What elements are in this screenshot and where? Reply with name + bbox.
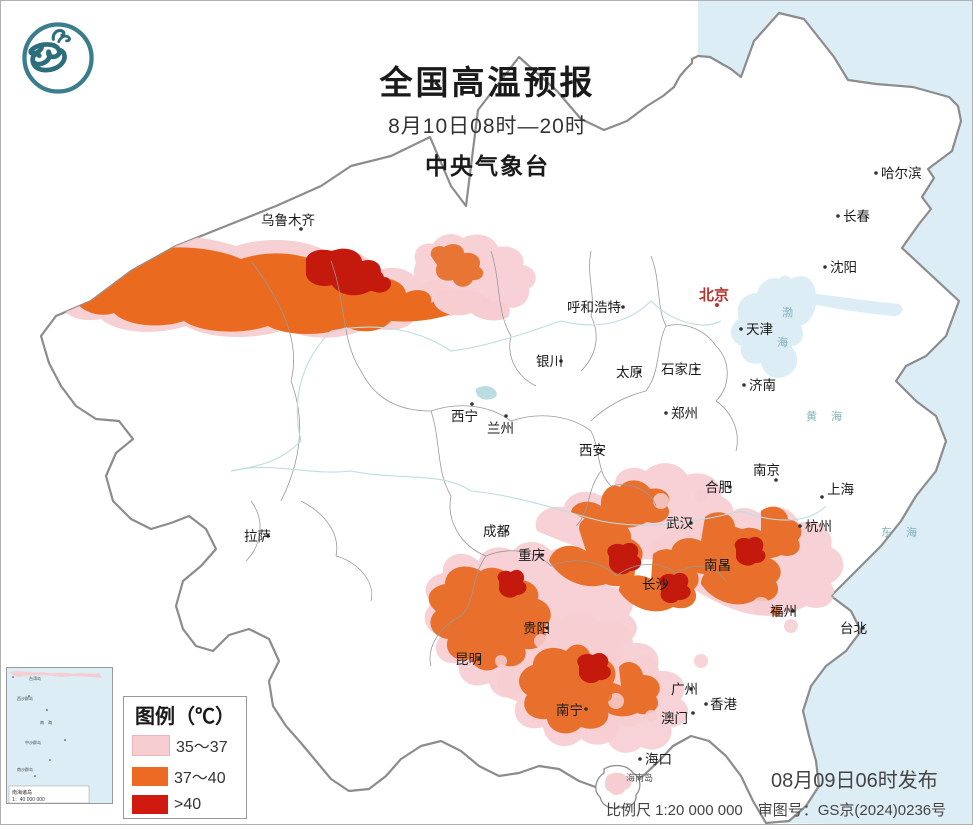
svg-text:重庆: 重庆	[518, 548, 545, 563]
svg-text:北京: 北京	[699, 286, 729, 304]
svg-text:银川: 银川	[536, 354, 563, 369]
svg-text:台北: 台北	[840, 621, 868, 636]
svg-text:1：40 000 000: 1：40 000 000	[12, 797, 45, 803]
svg-text:东海: 东海	[881, 525, 931, 539]
svg-text:乌鲁木齐: 乌鲁木齐	[261, 213, 315, 228]
svg-text:杭州: 杭州	[805, 519, 832, 534]
svg-text:海口: 海口	[645, 752, 672, 767]
svg-text:合肥: 合肥	[705, 480, 732, 495]
svg-text:南海诸岛: 南海诸岛	[12, 789, 32, 796]
svg-text:澳门: 澳门	[661, 711, 688, 726]
svg-text:昆明: 昆明	[455, 652, 482, 667]
svg-text:沈阳: 沈阳	[830, 260, 857, 275]
svg-text:中沙群岛: 中沙群岛	[25, 739, 41, 745]
svg-text:西宁: 西宁	[451, 408, 478, 424]
svg-text:太原: 太原	[616, 365, 643, 380]
svg-text:西安: 西安	[579, 443, 606, 458]
svg-text:长春: 长春	[843, 209, 871, 224]
svg-text:呼和浩特: 呼和浩特	[567, 300, 621, 315]
svg-text:贵阳: 贵阳	[523, 621, 550, 636]
svg-text:渤: 渤	[782, 306, 793, 319]
svg-text:黄海: 黄海	[806, 409, 856, 423]
svg-text:石家庄: 石家庄	[661, 361, 702, 377]
svg-text:台湾岛: 台湾岛	[29, 675, 41, 681]
svg-text:海南岛: 海南岛	[626, 772, 653, 783]
svg-text:长沙: 长沙	[642, 577, 669, 592]
svg-text:武汉: 武汉	[666, 516, 694, 531]
svg-text:南昌: 南昌	[704, 558, 731, 573]
svg-text:广州: 广州	[671, 682, 698, 697]
svg-text:香港: 香港	[710, 697, 738, 712]
svg-text:南京: 南京	[753, 463, 780, 478]
svg-text:郑州: 郑州	[671, 406, 698, 421]
svg-text:福州: 福州	[770, 604, 797, 619]
svg-text:天津: 天津	[746, 322, 773, 337]
svg-text:上海: 上海	[827, 482, 854, 497]
svg-text:南沙群岛: 南沙群岛	[17, 766, 33, 772]
svg-text:济南: 济南	[749, 378, 776, 393]
svg-text:海: 海	[777, 335, 788, 349]
svg-text:西沙群岛: 西沙群岛	[17, 695, 33, 701]
svg-text:南 海: 南 海	[40, 719, 52, 725]
svg-text:拉萨: 拉萨	[244, 529, 271, 544]
svg-text:南宁: 南宁	[556, 702, 583, 718]
svg-text:成都: 成都	[483, 524, 510, 539]
svg-text:兰州: 兰州	[487, 421, 514, 436]
